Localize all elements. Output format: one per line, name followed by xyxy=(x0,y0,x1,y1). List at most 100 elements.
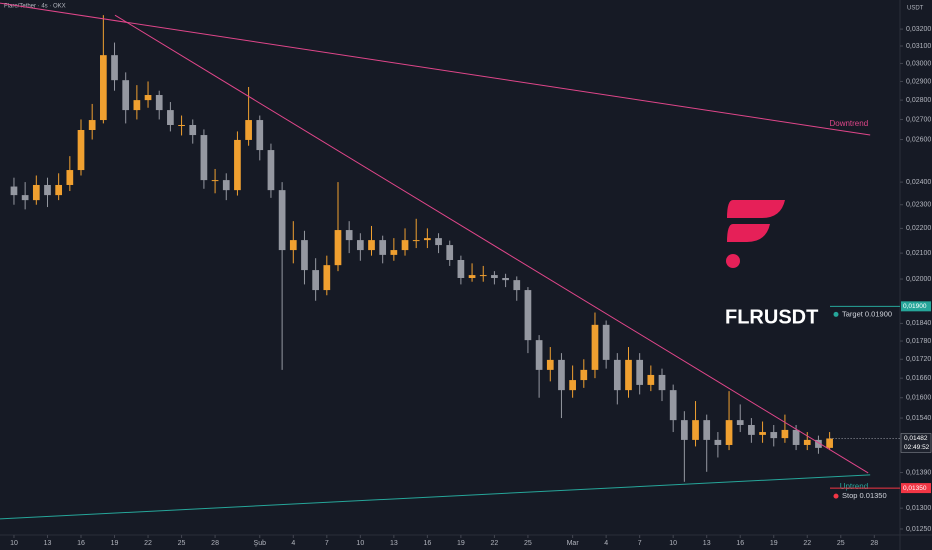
candle-body xyxy=(167,110,174,126)
candle-body xyxy=(602,324,610,360)
candle-body xyxy=(435,238,442,246)
candle-body xyxy=(658,374,666,391)
logo-bar xyxy=(727,224,770,242)
x-tick-label: 22 xyxy=(803,540,811,547)
candle-body xyxy=(267,150,275,191)
x-tick-label: 10 xyxy=(356,540,364,547)
candle-body xyxy=(535,340,543,370)
x-tick-label: Şub xyxy=(254,540,267,547)
candle-body xyxy=(681,420,688,440)
y-tick-label: 0,01720 xyxy=(906,356,931,363)
y-tick-label: 0,01660 xyxy=(906,375,931,382)
candle-body xyxy=(669,390,677,421)
candle-body xyxy=(412,240,420,242)
trendline xyxy=(0,2,871,136)
candle-body xyxy=(692,420,699,440)
candle-body xyxy=(323,265,331,291)
y-tick-label: 0,02400 xyxy=(906,179,931,186)
candle-body xyxy=(32,184,40,201)
candle-body xyxy=(200,135,208,181)
x-tick-label: 13 xyxy=(44,540,52,547)
x-tick-label: 4 xyxy=(604,540,608,547)
candle-body xyxy=(10,186,18,196)
candle-body xyxy=(748,425,755,435)
chart-title: Flare/Tether · 4s · OKX xyxy=(4,4,66,10)
candle-body xyxy=(468,275,476,278)
candle-body xyxy=(334,230,342,266)
candle-body xyxy=(44,184,51,196)
x-tick-label: 25 xyxy=(837,540,845,547)
candle-body xyxy=(356,240,364,251)
candle-body xyxy=(189,125,197,136)
level-price-box xyxy=(901,483,931,494)
candle-body xyxy=(55,184,63,196)
candle-body xyxy=(815,439,822,448)
candle-body xyxy=(245,120,252,140)
x-tick-label: Mar xyxy=(567,540,580,547)
y-tick-label: 0,02300 xyxy=(906,202,931,209)
x-tick-label: 25 xyxy=(178,540,186,547)
candle-body xyxy=(211,180,219,182)
candle-body xyxy=(636,359,644,385)
y-tick-label: 0,01390 xyxy=(906,469,931,476)
candle-body xyxy=(144,95,152,101)
x-tick-label: 7 xyxy=(638,540,642,547)
x-tick-label: 25 xyxy=(524,540,532,547)
candle-body xyxy=(792,429,800,445)
y-tick-label: 0,02200 xyxy=(906,225,931,232)
candle-body xyxy=(770,432,778,439)
candle-body xyxy=(647,374,655,385)
candle-body xyxy=(558,359,565,391)
candle-body xyxy=(513,280,521,291)
x-tick-label: 16 xyxy=(77,540,85,547)
candle-body xyxy=(446,245,454,260)
x-tick-label: 16 xyxy=(423,540,431,547)
trendline xyxy=(0,474,871,520)
y-tick-label: 0,01540 xyxy=(906,415,931,422)
candle-body xyxy=(88,120,96,131)
x-tick-label: 7 xyxy=(325,540,329,547)
level-price-label: 0,01900 xyxy=(903,303,927,310)
candle-body xyxy=(66,170,74,185)
y-tick-label: 0,01300 xyxy=(906,505,931,512)
y-tick-label: 0,02800 xyxy=(906,97,931,104)
trendline-label: Downtrend xyxy=(829,119,868,128)
x-tick-label: 22 xyxy=(491,540,499,547)
candle-body xyxy=(379,240,387,255)
x-tick-label: 16 xyxy=(736,540,744,547)
candle-body xyxy=(100,55,107,121)
currency: USDT xyxy=(907,6,924,12)
y-tick-label: 0,01840 xyxy=(906,320,931,327)
x-tick-label: 28 xyxy=(211,540,219,547)
candle-body xyxy=(703,420,711,440)
candle-body xyxy=(312,270,319,291)
y-tick-label: 0,03000 xyxy=(906,60,931,67)
logo-dot xyxy=(726,254,740,268)
candle-body xyxy=(736,420,744,426)
candle-body xyxy=(256,120,264,151)
y-tick-label: 0,02900 xyxy=(906,78,931,85)
candle-body xyxy=(491,275,498,278)
y-tick-label: 0,01250 xyxy=(906,526,931,533)
candle-body xyxy=(222,180,230,191)
last-price-box xyxy=(900,433,932,453)
candle-body xyxy=(580,369,588,381)
level-price-box xyxy=(901,301,931,312)
x-tick-label: 10 xyxy=(669,540,677,547)
y-tick-label: 0,03200 xyxy=(906,26,931,33)
y-tick-label: 0,01600 xyxy=(906,395,931,402)
candle-body xyxy=(725,420,733,445)
y-tick-label: 0,01780 xyxy=(906,338,931,345)
candle-body xyxy=(424,238,431,241)
candle-body xyxy=(289,240,297,251)
candle-body xyxy=(569,380,576,391)
candle-body xyxy=(759,432,766,435)
candle-body xyxy=(479,275,487,277)
x-tick-label: 19 xyxy=(770,540,778,547)
candle-body xyxy=(234,139,241,191)
candle-body xyxy=(278,190,286,251)
candle-body xyxy=(122,80,130,111)
